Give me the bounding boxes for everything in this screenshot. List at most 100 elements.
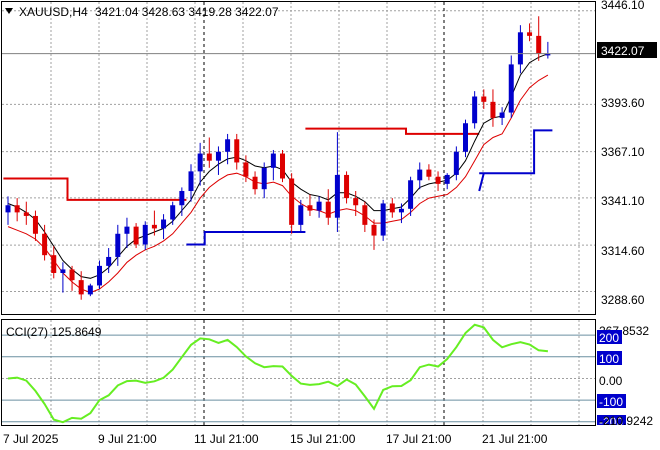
- cci-level-box: [597, 351, 622, 365]
- symbol-label[interactable]: XAUUSD,H4: [19, 5, 88, 19]
- candle: [490, 89, 496, 127]
- candle: [536, 16, 542, 61]
- candle-body: [298, 205, 304, 225]
- candle-body: [179, 190, 185, 206]
- cci-level-label: 200: [599, 331, 619, 345]
- candle-body: [508, 64, 514, 113]
- candle: [142, 221, 148, 250]
- candle-body: [344, 174, 350, 199]
- candle-body: [472, 96, 478, 124]
- lower-envelope-line: [478, 129, 553, 192]
- symbol-dropdown-icon[interactable]: [5, 8, 13, 14]
- ma-lower-band-line: [7, 74, 549, 294]
- candle: [417, 162, 423, 190]
- cci-level-box: [597, 394, 626, 408]
- candle-body: [225, 139, 231, 152]
- candle-body: [453, 151, 459, 175]
- candle: [408, 176, 414, 216]
- candle-body: [188, 171, 194, 191]
- candle: [170, 201, 176, 225]
- moving-average-line: [7, 53, 549, 279]
- candle-body: [51, 255, 57, 273]
- candle-body: [261, 167, 267, 190]
- cci-min-label: -210.9242: [599, 414, 653, 428]
- candle-body: [124, 226, 130, 234]
- lower-envelope-line: [186, 231, 306, 246]
- candle-body: [536, 35, 542, 54]
- candle-body: [280, 153, 285, 179]
- candle-body: [517, 32, 523, 65]
- candle: [188, 164, 194, 202]
- candle: [60, 262, 66, 293]
- candle-body: [499, 112, 505, 118]
- price-tick-label: 3288.60: [601, 293, 645, 307]
- candle-body: [78, 280, 84, 295]
- date-tick-label: 7 Jul 2025: [3, 432, 59, 446]
- cci-indicator-label: CCI(27) 125.8649: [6, 325, 102, 339]
- candle: [5, 196, 11, 225]
- candle: [362, 201, 368, 232]
- candle: [298, 199, 304, 232]
- candle-body: [115, 233, 121, 257]
- candle-body: [170, 205, 176, 220]
- current-price-box: [597, 42, 657, 58]
- candle: [426, 164, 432, 181]
- candle: [69, 265, 75, 291]
- main-panel-frame: [1, 1, 596, 315]
- candle-body: [142, 224, 148, 245]
- candle: [115, 224, 121, 266]
- candle-body: [380, 203, 386, 236]
- candle: [32, 210, 38, 241]
- candle: [325, 189, 331, 225]
- candle: [14, 198, 20, 222]
- candle: [353, 190, 359, 216]
- price-tick-label: 3367.10: [601, 145, 645, 159]
- cci-level-label: -100: [599, 395, 623, 409]
- candle-body: [151, 224, 157, 229]
- candle: [225, 133, 231, 165]
- candle: [316, 196, 322, 218]
- candle-body: [334, 174, 340, 218]
- candle: [206, 137, 212, 168]
- main-series: [2, 16, 595, 300]
- candle: [161, 214, 167, 240]
- candle-body: [234, 139, 240, 163]
- date-tick-label: 9 Jul 21:00: [98, 432, 157, 446]
- candle: [42, 224, 48, 261]
- candle-body: [426, 169, 432, 177]
- candle: [252, 171, 258, 195]
- candle-body: [206, 153, 212, 161]
- candle-body: [23, 212, 29, 216]
- candle: [444, 173, 450, 190]
- main-grid: [2, 2, 595, 314]
- candle: [151, 210, 157, 236]
- candle: [517, 25, 523, 74]
- candle-body: [252, 176, 258, 190]
- candle: [334, 132, 340, 232]
- candle: [261, 162, 267, 199]
- candle-body: [444, 174, 450, 184]
- candle-body: [417, 169, 423, 181]
- candle-body: [398, 208, 404, 213]
- cci-level-box: [597, 330, 622, 344]
- candle: [435, 171, 441, 191]
- candle-body: [69, 269, 75, 281]
- candle: [280, 149, 285, 183]
- candle: [289, 173, 295, 234]
- upper-envelope-line: [3, 177, 187, 201]
- candle-body: [389, 203, 395, 213]
- date-tick-label: 17 Jul 21:00: [386, 432, 452, 446]
- candle: [234, 133, 240, 170]
- price-tick-label: 3393.60: [601, 96, 645, 110]
- upper-envelope-line: [305, 127, 480, 135]
- candle-body: [243, 162, 249, 177]
- candle: [307, 194, 313, 216]
- candle: [87, 283, 93, 297]
- candle: [499, 107, 505, 126]
- candle: [398, 203, 404, 224]
- candle-body: [408, 180, 414, 209]
- cci-series: [7, 323, 548, 424]
- candle-body: [60, 269, 66, 273]
- date-tick-label: 11 Jul 21:00: [194, 432, 259, 446]
